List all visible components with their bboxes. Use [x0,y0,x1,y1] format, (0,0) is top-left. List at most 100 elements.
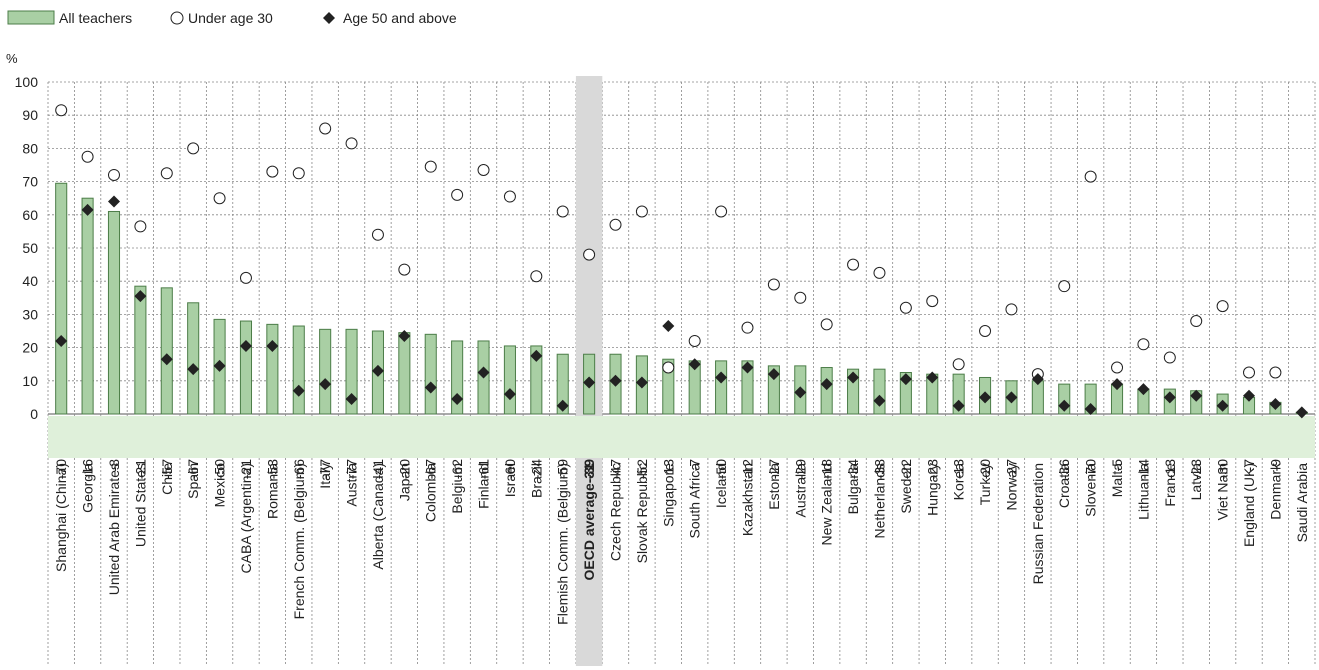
point-under-30-iceland [715,205,728,218]
bar-united-arab-emirates [107,210,121,415]
difference-label-denmark: -9 [1267,459,1283,472]
bar-united-states [134,285,147,415]
point-under-30-georgia [81,150,94,163]
bar-brazil [530,345,543,415]
x-tick-label-austria: Austria [344,463,360,507]
difference-label-spain: -67 [185,459,201,479]
point-under-30-denmark [1269,366,1282,379]
point-under-30-spain [187,142,200,155]
legend: All teachers Under age 30 Age 50 and abo… [7,10,457,26]
bar-flemish-comm-belgium [556,353,569,415]
point-age-50-plus-denmark [1269,398,1282,411]
point-age-50-plus-bulgaria [847,371,860,384]
difference-band-background [48,416,1315,458]
point-age-50-plus-shanghai-china [55,334,68,347]
point-under-30-turkey [979,325,992,337]
x-tick-label-iceland: Iceland [713,463,729,508]
point-age-50-plus-czech-republic [609,374,622,387]
x-tick-label-netherlands: Netherlands [871,463,887,539]
difference-label-austria: -77 [344,459,360,479]
x-tick-label-singapore: Singapore [660,463,676,527]
bar-estonia [767,365,780,415]
point-age-50-plus-viet-nam [1216,399,1229,412]
point-age-50-plus-latvia [1190,389,1203,402]
difference-label-oecd-average-31: -39 [581,459,597,479]
x-tick-label-estonia: Estonia [766,463,782,510]
x-tick-label-turkey: Turkey [977,463,993,505]
point-under-30-chile [160,167,173,180]
x-tick-label-latvia: Latvia [1188,463,1204,501]
point-under-30-kazakhstan [741,321,754,334]
point-under-30-hungary [926,295,939,308]
x-tick-label-south-africa: South Africa [687,463,703,539]
point-age-50-plus-kazakhstan [741,361,754,374]
y-tick-label-70: 70 [22,174,38,190]
x-tick-label-croatia: Croatia [1056,463,1072,508]
x-tick-label-italy: Italy [317,463,333,489]
point-age-50-plus-japan [398,329,411,342]
point-under-30-united-states [134,220,147,233]
x-tick-label-flemish-comm-belgium: Flemish Comm. (Belgium) [555,463,571,625]
bar-netherlands [873,368,886,415]
point-age-50-plus-estonia [767,368,780,381]
point-age-50-plus-austria [345,393,358,406]
y-tick-label-60: 60 [22,207,38,223]
difference-label-united-arab-emirates: -8 [106,459,122,472]
point-age-50-plus-finland [477,366,490,379]
x-tick-label-brazil: Brazil [528,463,544,498]
difference-label-caba-argentina: -21 [238,459,254,479]
point-age-50-plus-chile [160,353,173,366]
markers-age-50-plus [55,195,1308,419]
point-under-30-bulgaria [847,258,860,271]
legend-label-under-30: Under age 30 [188,10,273,26]
difference-label-croatia: -36 [1056,459,1072,479]
x-tick-label-viet-nam: Viet Nam [1215,463,1231,520]
legend-label-all-teachers: All teachers [59,10,132,26]
x-tick-label-new-zealand: New Zealand [819,463,835,546]
bar-new-zealand [820,367,833,415]
x-tick-label-oecd-average-31: OECD average-31 [581,463,597,581]
point-age-50-plus-brazil [530,349,543,362]
point-under-30-mexico [213,192,226,205]
difference-label-czech-republic: -47 [608,459,624,479]
x-tick-label-shanghai-china: Shanghai (China) [53,463,69,572]
bar-georgia [81,197,94,415]
point-age-50-plus-georgia [81,203,94,216]
point-age-50-plus-oecd-average-31 [583,376,596,389]
point-under-30-oecd-average-31 [583,248,596,261]
difference-label-israel: -60 [502,459,518,479]
point-under-30-slovak-republic [635,205,648,218]
x-tick-label-georgia: Georgia [80,463,96,513]
point-age-50-plus-united-states [134,290,147,303]
y-tick-label-10: 10 [22,373,38,389]
x-tick-label-sweden: Sweden [898,463,914,514]
point-age-50-plus-caba-argentina [239,339,252,352]
x-tick-label-hungary: Hungary [924,463,940,516]
point-under-30-malta [1111,361,1124,374]
legend-label-age-50: Age 50 and above [343,10,457,26]
bar-sweden [899,372,912,415]
difference-label-finland: -61 [476,459,492,479]
x-tick-label-caba-argentina: CABA (Argentina) [238,463,254,574]
bar-israel [503,345,516,415]
x-tick-label-saudi-arabia: Saudi Arabia [1294,463,1310,543]
difference-label-lithuania: -14 [1135,459,1151,479]
x-tick-label-israel: Israel [502,463,518,497]
point-under-30-slovenia [1084,170,1097,183]
point-age-50-plus-new-zealand [820,378,833,391]
point-age-50-plus-singapore [662,320,675,333]
point-age-50-plus-united-arab-emirates [107,195,120,208]
y-tick-label-0: 0 [30,406,38,422]
point-age-50-plus-france [1163,391,1176,404]
y-tick-label-40: 40 [22,273,38,289]
point-age-50-plus-england-uk [1243,389,1256,402]
difference-label-colombia: -67 [423,459,439,479]
difference-band [48,416,1315,458]
point-age-50-plus-croatia [1058,399,1071,412]
point-age-50-plus-malta [1111,378,1124,391]
point-under-30-new-zealand [820,318,833,331]
point-under-30-israel [503,190,516,203]
markers-under-30 [55,104,1282,381]
x-tick-label-slovenia: Slovenia [1083,463,1099,517]
point-under-30-finland [477,163,490,176]
